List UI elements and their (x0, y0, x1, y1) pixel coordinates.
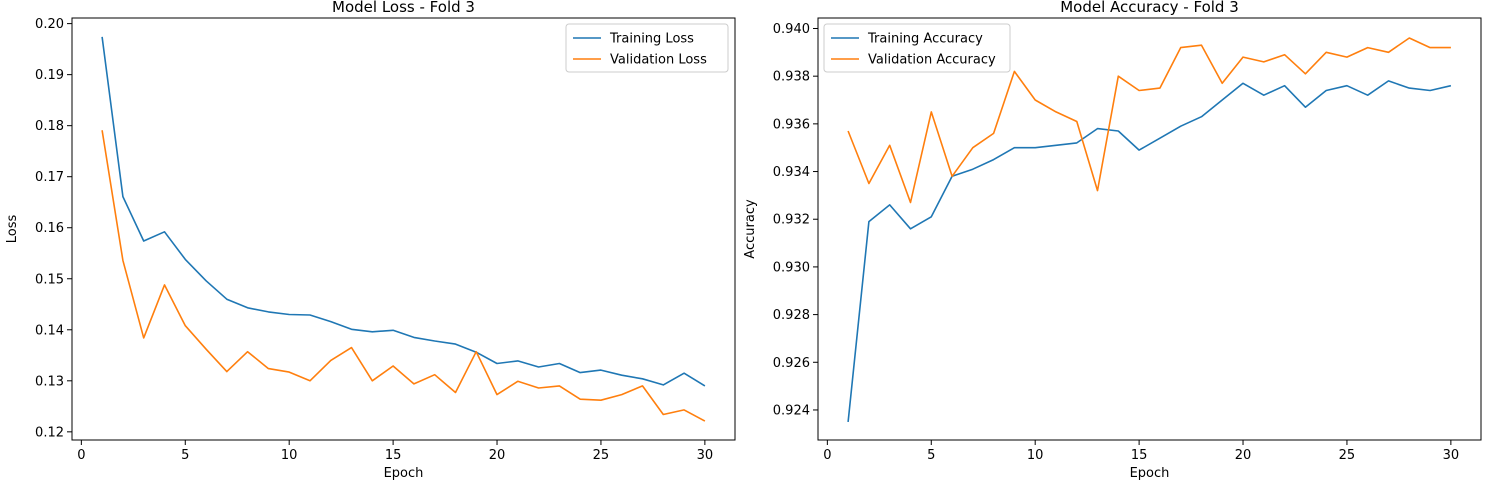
series-line-training-accuracy (847, 80, 1452, 422)
y-tick-label: 0.930 (773, 260, 810, 275)
y-tick-label: 0.15 (35, 272, 64, 287)
series-line-validation-accuracy (847, 37, 1451, 204)
loss-chart: Model Loss - Fold 3 0 5 10 15 20 25 30 0.12 0.13 0… (5, 0, 736, 481)
x-tick-label: 10 (1027, 448, 1044, 463)
x-tick-label: 20 (489, 448, 506, 463)
y-axis-label: Accuracy (743, 199, 758, 259)
y-tick-label: 0.924 (773, 403, 810, 418)
y-tick-label: 0.18 (35, 119, 64, 134)
x-tick-label: 0 (77, 448, 85, 463)
x-tick-label: 10 (281, 448, 298, 463)
y-tick-label: 0.20 (35, 17, 64, 32)
y-tick-label: 0.19 (35, 68, 64, 83)
y-tick-label: 0.936 (773, 117, 810, 132)
y-tick-label: 0.932 (773, 213, 810, 228)
legend-label: Training Accuracy (867, 32, 983, 47)
y-tick-label: 0.17 (35, 170, 64, 185)
x-tick-label: 20 (1235, 448, 1252, 463)
x-axis-label: Epoch (384, 466, 424, 481)
y-tick-label: 0.13 (35, 374, 64, 389)
legend-label: Validation Loss (610, 53, 707, 68)
x-tick-label: 15 (385, 448, 402, 463)
accuracy-chart: Model Accuracy - Fold 3 0 5 10 15 20 25 30 0.924… (743, 0, 1482, 481)
x-tick-label: 30 (697, 448, 714, 463)
x-tick-label: 15 (1131, 448, 1148, 463)
series-line-validation-loss (101, 130, 706, 422)
legend-label: Training Loss (609, 32, 694, 47)
legend: Training Accuracy Validation Accuracy (823, 23, 1011, 73)
y-axis-label: Loss (5, 215, 20, 244)
legend: Training Loss Validation Loss (565, 23, 729, 73)
x-axis-label: Epoch (1130, 466, 1170, 481)
y-tick-label: 0.926 (773, 356, 810, 371)
x-tick-label: 5 (927, 448, 935, 463)
chart-title: Model Loss - Fold 3 (332, 0, 475, 16)
x-tick-label: 25 (593, 448, 610, 463)
y-tick-label: 0.938 (773, 70, 810, 85)
y-tick-label: 0.934 (773, 165, 810, 180)
x-tick-label: 30 (1443, 448, 1460, 463)
y-tick-label: 0.16 (35, 221, 64, 236)
x-tick-label: 0 (823, 448, 831, 463)
y-tick-label: 0.928 (773, 308, 810, 323)
plot-frame (71, 17, 736, 441)
legend-box (565, 23, 729, 73)
plot-frame (817, 17, 1482, 441)
legend-label: Validation Accuracy (868, 53, 996, 68)
y-tick-label: 0.940 (773, 22, 810, 37)
x-tick-label: 5 (181, 448, 189, 463)
y-tick-label: 0.14 (35, 323, 64, 338)
y-tick-label: 0.12 (35, 425, 64, 440)
legend-box (823, 23, 1011, 73)
x-tick-label: 25 (1339, 448, 1356, 463)
series-line-training-loss (101, 36, 706, 387)
chart-title: Model Accuracy - Fold 3 (1060, 0, 1239, 16)
